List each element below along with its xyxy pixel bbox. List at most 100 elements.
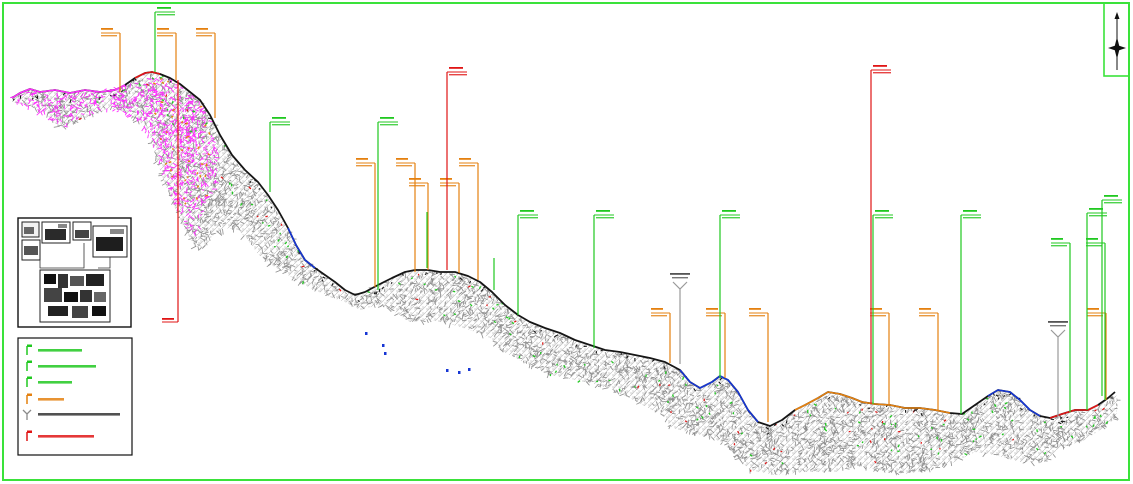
leader-green xyxy=(154,7,175,72)
north-arrow-tip xyxy=(1114,12,1120,19)
blue-point xyxy=(468,368,471,371)
terrain-mesh-fill xyxy=(12,72,1118,475)
illegible-label xyxy=(459,165,475,167)
illegible-label xyxy=(1086,238,1098,240)
illegible-label xyxy=(870,315,886,317)
illegible-label xyxy=(1087,308,1099,310)
illegible-label xyxy=(670,273,690,275)
illegible-label xyxy=(272,117,286,119)
key-map-icon xyxy=(17,217,132,328)
illegible-label xyxy=(380,124,398,126)
legend-entry xyxy=(26,393,64,404)
legend-label-illegible xyxy=(38,398,64,401)
illegible-label xyxy=(870,308,882,310)
illegible-label xyxy=(919,308,931,310)
flag-icon-head xyxy=(27,360,32,363)
key-map-connector xyxy=(98,257,111,269)
illegible-label xyxy=(873,65,887,67)
illegible-label xyxy=(157,14,175,16)
leader-red xyxy=(446,67,467,270)
illegible-label xyxy=(162,318,174,320)
illegible-label xyxy=(1104,202,1122,204)
illegible-label xyxy=(1087,315,1103,317)
leader-orange xyxy=(706,308,726,378)
leader-orange xyxy=(440,178,460,273)
illegible-label xyxy=(1089,208,1103,210)
illegible-label xyxy=(722,217,740,219)
illegible-label xyxy=(196,28,208,30)
illegible-label xyxy=(449,67,463,69)
key-map-thumbnail-content xyxy=(75,230,89,238)
flag-icon-head xyxy=(27,376,32,379)
key-map-thumbnail-content xyxy=(96,237,123,251)
legend-entry xyxy=(22,409,120,420)
key-map-sheet xyxy=(58,274,68,288)
illegible-label xyxy=(1051,238,1063,240)
leader-green xyxy=(593,210,614,348)
illegible-label xyxy=(672,277,688,279)
leader-orange xyxy=(157,28,177,80)
key-map-sheet xyxy=(72,306,88,318)
blue-point xyxy=(384,352,387,355)
y-marker-icon xyxy=(1050,329,1066,416)
illegible-label xyxy=(651,308,663,310)
ridge-segment xyxy=(287,227,316,269)
legend-entry xyxy=(26,344,82,355)
legend-label-illegible xyxy=(38,365,96,368)
leader-green xyxy=(1051,238,1071,412)
key-map-thumbnail-content xyxy=(58,224,67,228)
leader-green xyxy=(960,210,981,414)
illegible-label xyxy=(440,185,456,187)
illegible-label xyxy=(157,7,171,9)
illegible-label xyxy=(596,217,614,219)
leader-orange xyxy=(409,178,429,270)
leader-orange xyxy=(919,308,939,410)
flag-icon-head xyxy=(27,430,32,433)
leader-gray xyxy=(670,273,690,364)
key-map-sheet xyxy=(70,276,84,286)
legend-label-illegible xyxy=(38,349,82,352)
legend-label-illegible xyxy=(38,435,94,438)
leader-orange xyxy=(459,158,479,280)
illegible-label xyxy=(396,158,408,160)
terrain-mesh-strokes xyxy=(15,72,1121,476)
key-map-sheet xyxy=(80,290,92,302)
north-arrow-icon xyxy=(1108,12,1126,70)
leader-green xyxy=(377,117,398,290)
blue-point xyxy=(458,371,461,374)
illegible-label xyxy=(1086,245,1102,247)
key-map-sheet xyxy=(48,306,68,316)
illegible-label xyxy=(919,315,935,317)
leader-orange xyxy=(101,28,121,92)
legend-frame xyxy=(17,337,133,456)
leader-green xyxy=(719,210,740,378)
leader-orange xyxy=(749,308,769,422)
illegible-label xyxy=(272,124,290,126)
illegible-label xyxy=(409,178,421,180)
green-survey-specks xyxy=(96,75,1109,465)
illegible-label xyxy=(356,165,372,167)
ridge-segment xyxy=(794,391,951,414)
illegible-label xyxy=(596,210,610,212)
illegible-label xyxy=(749,308,761,310)
illegible-label xyxy=(520,210,534,212)
illegible-label xyxy=(157,35,173,37)
illegible-label xyxy=(409,185,425,187)
legend-entry xyxy=(26,376,72,387)
leader-green xyxy=(1101,195,1122,396)
illegible-label xyxy=(449,74,467,76)
illegible-label xyxy=(706,315,722,317)
illegible-label xyxy=(706,308,718,310)
illegible-label xyxy=(1089,215,1107,217)
leader-green xyxy=(1086,238,1106,400)
illegible-label xyxy=(963,217,981,219)
key-map-thumbnail-content xyxy=(24,246,38,255)
illegible-label xyxy=(963,210,977,212)
legend-box xyxy=(17,337,133,456)
illegible-label xyxy=(380,117,394,119)
illegible-label xyxy=(1050,325,1066,327)
blue-point xyxy=(382,344,385,347)
leader-annotations xyxy=(101,7,1122,422)
